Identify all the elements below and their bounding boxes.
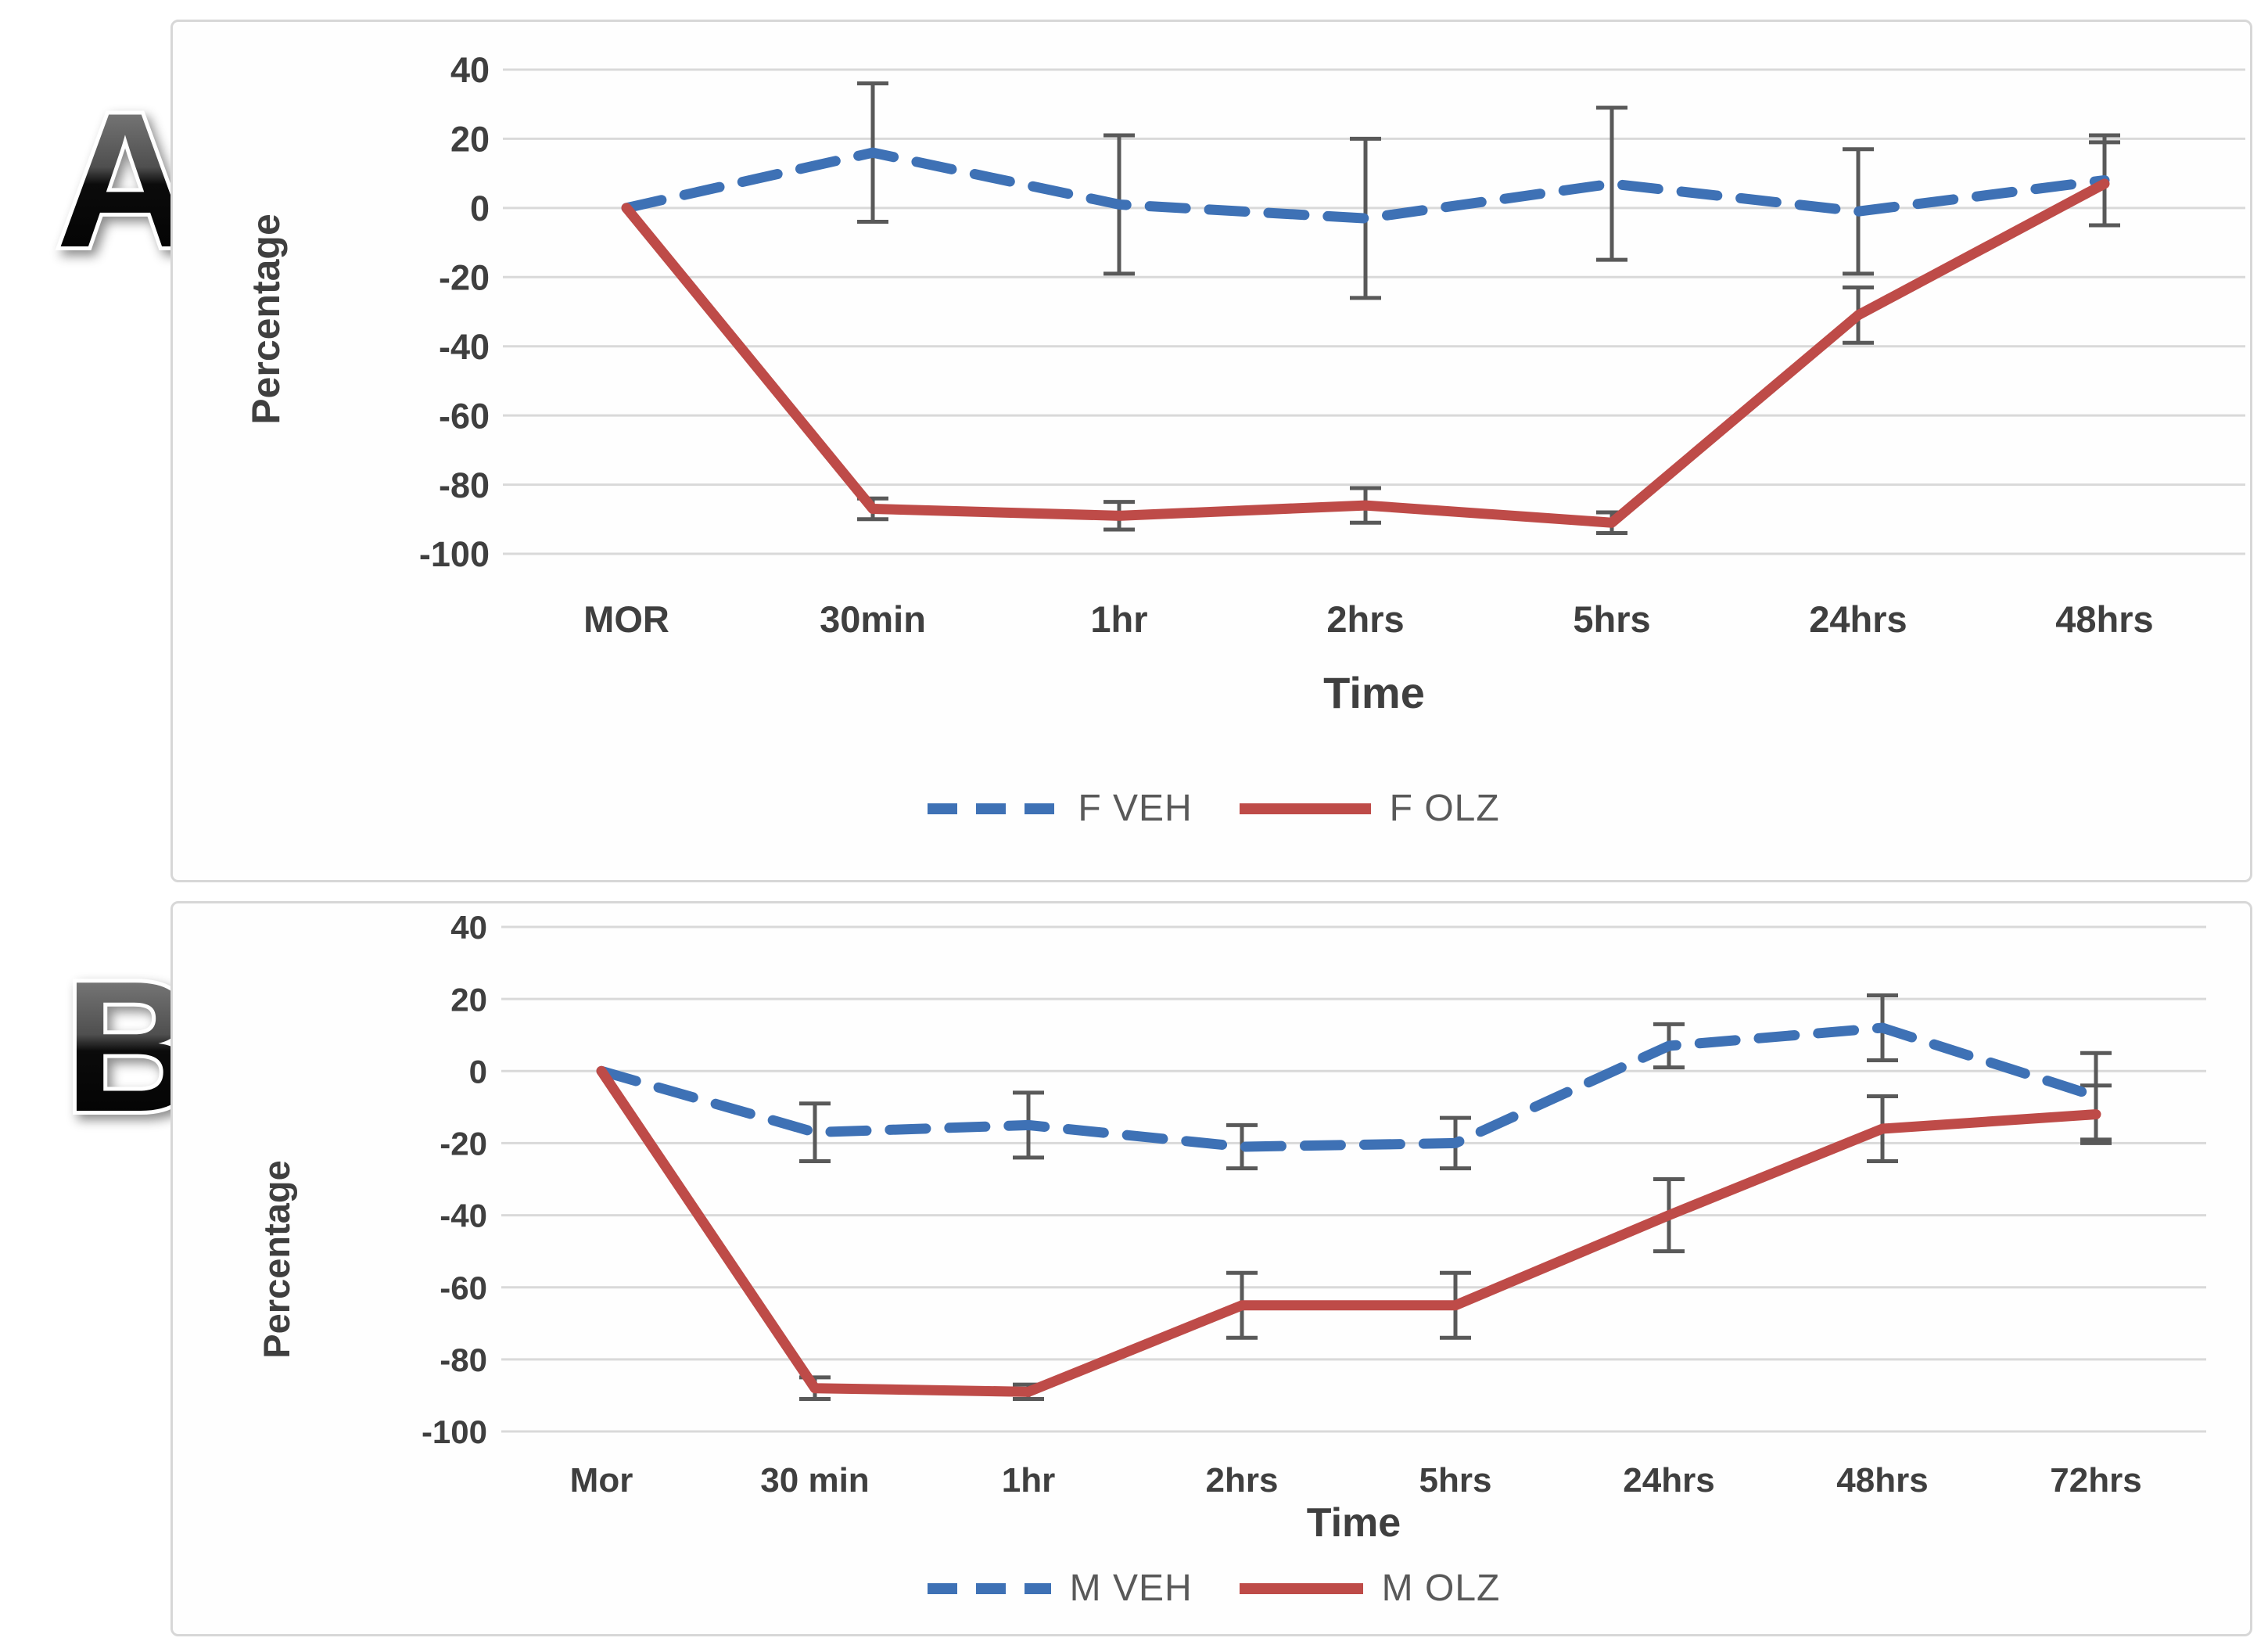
svg-text:-80: -80 bbox=[439, 465, 490, 505]
svg-text:40: 40 bbox=[450, 50, 490, 90]
gridlines bbox=[501, 925, 2206, 1433]
svg-text:0: 0 bbox=[470, 189, 490, 228]
svg-text:24hrs: 24hrs bbox=[1809, 598, 1907, 640]
legend-label-f-olz: F OLZ bbox=[1389, 788, 1500, 829]
svg-text:-20: -20 bbox=[439, 257, 490, 297]
panel-a-chart: 40 20 0 -20 -40 -60 -80 -100 MOR 30min 1hr 2hrs 5hrs… bbox=[419, 50, 2245, 640]
panel-b-legend: M VEH M OLZ bbox=[173, 1567, 2250, 1610]
series-line-f-veh bbox=[621, 147, 2110, 224]
solid-line-swatch bbox=[1239, 1582, 1363, 1594]
svg-text:-60: -60 bbox=[440, 1270, 487, 1306]
svg-text:-20: -20 bbox=[440, 1126, 487, 1162]
svg-text:-100: -100 bbox=[419, 534, 490, 574]
x-category-labels: Mor 30 min 1hr 2hrs 5hrs 24hrs 48hrs 72hrs bbox=[570, 1461, 2142, 1500]
y-tick-labels: 40 20 0 -20 -40 -60 -80 -100 bbox=[419, 50, 490, 574]
panel-a-x-axis-title: Time bbox=[1323, 668, 1425, 717]
panel-a-legend: F VEH F OLZ bbox=[173, 787, 2250, 830]
svg-text:20: 20 bbox=[450, 981, 487, 1018]
x-category-labels: MOR 30min 1hr 2hrs 5hrs 24hrs 48hrs bbox=[583, 598, 2154, 640]
panel-a-card: Percentage 40 20 0 -20 -40 -60 -80 -100 MOR 30min… bbox=[170, 20, 2252, 882]
svg-text:40: 40 bbox=[450, 909, 487, 946]
svg-text:30 min: 30 min bbox=[760, 1461, 869, 1500]
svg-text:0: 0 bbox=[469, 1053, 487, 1090]
svg-text:48hrs: 48hrs bbox=[1836, 1461, 1928, 1500]
solid-line-swatch bbox=[1239, 803, 1371, 814]
svg-text:72hrs: 72hrs bbox=[2050, 1461, 2141, 1500]
legend-label-f-veh: F VEH bbox=[1078, 788, 1193, 829]
legend-label-m-veh: M VEH bbox=[1069, 1568, 1193, 1609]
legend-item-m-veh: M VEH bbox=[923, 1567, 1193, 1610]
error-bars-m-veh bbox=[799, 993, 2112, 1171]
dashed-line-swatch bbox=[928, 803, 1060, 814]
panel-b-x-axis-title: Time bbox=[1306, 1500, 1401, 1546]
legend-label-m-olz: M OLZ bbox=[1381, 1568, 1501, 1609]
series-line-m-olz bbox=[596, 1065, 2101, 1397]
svg-text:-100: -100 bbox=[422, 1413, 487, 1450]
svg-text:1hr: 1hr bbox=[1002, 1461, 1055, 1500]
svg-text:2hrs: 2hrs bbox=[1206, 1461, 1279, 1500]
svg-text:MOR: MOR bbox=[583, 598, 669, 640]
series-line-f-olz bbox=[621, 178, 2110, 528]
svg-text:48hrs: 48hrs bbox=[2055, 598, 2153, 640]
panel-b-card: Percentage 40 20 0 -20 -40 -60 -80 -100 Mor 30 mi… bbox=[170, 901, 2252, 1636]
legend-item-f-veh: F VEH bbox=[923, 787, 1192, 830]
svg-text:-60: -60 bbox=[439, 396, 490, 436]
svg-text:1hr: 1hr bbox=[1090, 598, 1147, 640]
svg-text:5hrs: 5hrs bbox=[1419, 1461, 1492, 1500]
y-tick-labels: 40 20 0 -20 -40 -60 -80 -100 bbox=[422, 909, 487, 1450]
svg-text:-40: -40 bbox=[439, 327, 490, 367]
legend-item-m-olz: M OLZ bbox=[1235, 1567, 1501, 1610]
svg-text:24hrs: 24hrs bbox=[1623, 1461, 1714, 1500]
svg-text:-80: -80 bbox=[440, 1342, 487, 1378]
gridlines bbox=[503, 68, 2245, 555]
svg-text:Mor: Mor bbox=[570, 1461, 633, 1500]
svg-text:5hrs: 5hrs bbox=[1573, 598, 1650, 640]
panel-b-chart: 40 20 0 -20 -40 -60 -80 -100 Mor 30 min 1hr 2hrs 5hr… bbox=[422, 909, 2206, 1500]
svg-text:20: 20 bbox=[450, 120, 490, 160]
svg-text:-40: -40 bbox=[440, 1198, 487, 1234]
series-line-m-veh bbox=[596, 1022, 2101, 1152]
dashed-line-swatch bbox=[927, 1582, 1051, 1594]
svg-text:2hrs: 2hrs bbox=[1326, 598, 1404, 640]
legend-item-f-olz: F OLZ bbox=[1235, 787, 1500, 830]
svg-text:30min: 30min bbox=[820, 598, 926, 640]
